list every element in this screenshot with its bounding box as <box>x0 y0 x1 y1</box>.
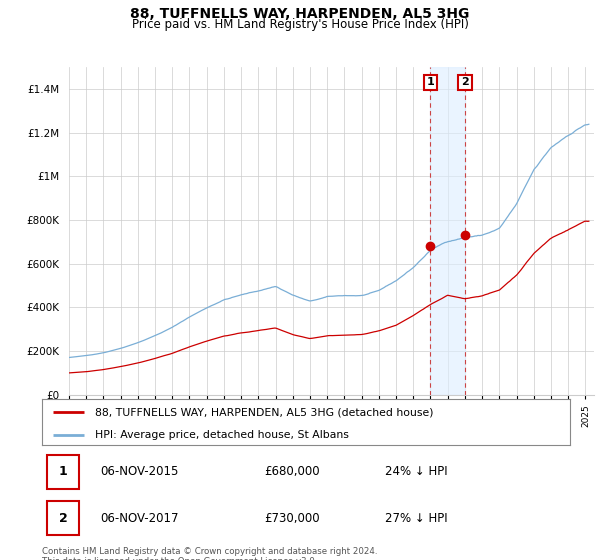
Text: 2: 2 <box>461 77 469 87</box>
FancyBboxPatch shape <box>47 502 79 535</box>
Text: HPI: Average price, detached house, St Albans: HPI: Average price, detached house, St A… <box>95 430 349 440</box>
Text: Price paid vs. HM Land Registry's House Price Index (HPI): Price paid vs. HM Land Registry's House … <box>131 18 469 31</box>
Text: 88, TUFFNELLS WAY, HARPENDEN, AL5 3HG (detached house): 88, TUFFNELLS WAY, HARPENDEN, AL5 3HG (d… <box>95 407 433 417</box>
Text: 2: 2 <box>59 512 67 525</box>
Bar <box>430 67 465 395</box>
Text: 1: 1 <box>59 465 67 478</box>
Text: 1: 1 <box>427 77 434 87</box>
Text: 24% ↓ HPI: 24% ↓ HPI <box>385 465 448 478</box>
Text: 88, TUFFNELLS WAY, HARPENDEN, AL5 3HG: 88, TUFFNELLS WAY, HARPENDEN, AL5 3HG <box>130 7 470 21</box>
Text: Contains HM Land Registry data © Crown copyright and database right 2024.
This d: Contains HM Land Registry data © Crown c… <box>42 547 377 560</box>
Text: £680,000: £680,000 <box>264 465 319 478</box>
FancyBboxPatch shape <box>47 455 79 488</box>
Text: 06-NOV-2017: 06-NOV-2017 <box>100 512 179 525</box>
Text: 06-NOV-2015: 06-NOV-2015 <box>100 465 178 478</box>
Text: £730,000: £730,000 <box>264 512 319 525</box>
Text: 27% ↓ HPI: 27% ↓ HPI <box>385 512 448 525</box>
